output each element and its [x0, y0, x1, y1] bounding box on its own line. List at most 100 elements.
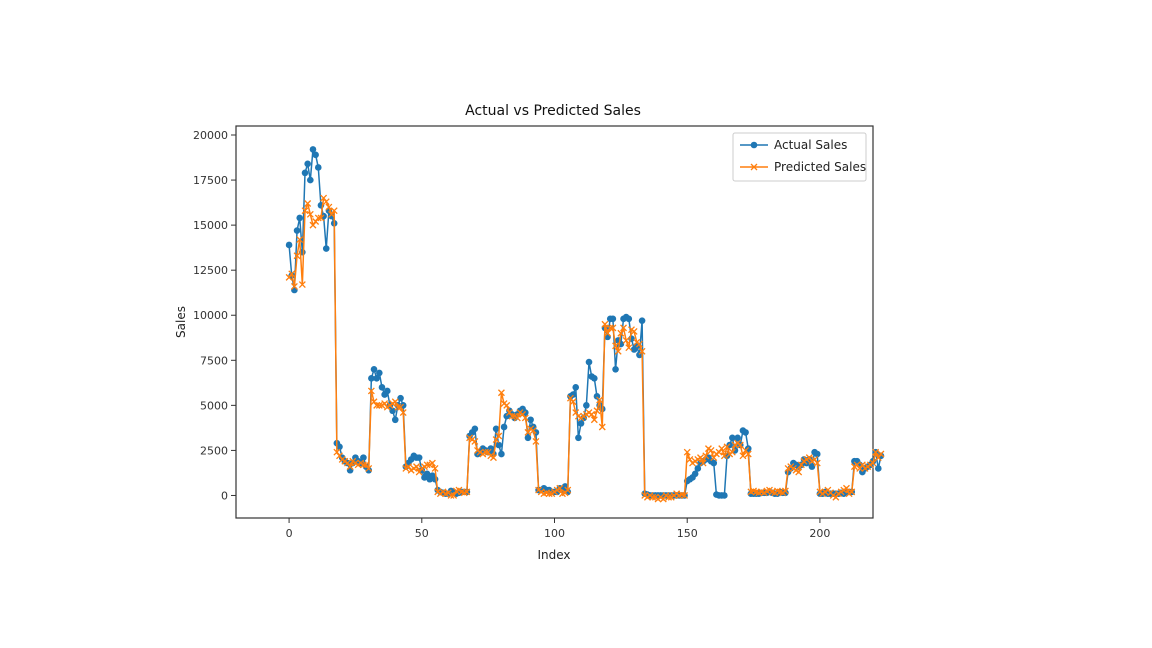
data-point [521, 414, 529, 422]
data-point [649, 493, 657, 501]
data-point [545, 490, 553, 498]
data-point [614, 347, 622, 355]
data-point [497, 389, 505, 397]
y-tick-label: 15000 [193, 219, 228, 232]
data-point [699, 459, 707, 467]
data-point [320, 194, 328, 202]
data-point [635, 340, 643, 348]
data-point [593, 393, 601, 400]
data-point [702, 452, 710, 460]
data-point [325, 203, 333, 211]
data-point [707, 446, 715, 454]
data-point [848, 488, 856, 496]
data-point [328, 210, 336, 218]
data-point [328, 212, 335, 220]
data-point [333, 448, 341, 456]
data-point [681, 492, 689, 499]
x-axis: 0 50 100 150 200 [286, 518, 830, 540]
data-point [524, 434, 532, 442]
data-point [365, 464, 373, 472]
data-point [503, 412, 511, 420]
data-point [593, 407, 601, 415]
data-point [330, 207, 338, 215]
data-point [729, 434, 736, 442]
data-point [397, 394, 404, 402]
legend-marker [750, 141, 758, 149]
data-point [596, 396, 604, 404]
data-point [376, 369, 383, 377]
data-point [368, 375, 375, 382]
data-point [304, 160, 311, 168]
data-point [856, 464, 864, 472]
data-point [482, 448, 489, 456]
data-point [519, 410, 527, 418]
data-point [797, 461, 805, 469]
data-point [399, 409, 407, 417]
data-point [832, 493, 840, 501]
data-point [665, 493, 673, 501]
data-point [742, 429, 749, 436]
series-line [288, 197, 882, 500]
data-point [612, 366, 619, 373]
y-tick-label: 7500 [200, 354, 228, 367]
data-point [301, 169, 309, 177]
data-point [598, 423, 606, 431]
data-point [566, 394, 574, 402]
data-point [471, 437, 479, 445]
data-point [346, 466, 354, 474]
data-point [527, 416, 534, 424]
data-point [336, 452, 343, 460]
data-point [710, 459, 718, 467]
data-point [630, 328, 638, 335]
data-point [858, 461, 866, 469]
data-point [620, 324, 627, 332]
data-point [344, 459, 351, 467]
data-point [569, 391, 577, 398]
data-point [367, 387, 375, 395]
data-point [843, 484, 850, 492]
series-predicted-sales [285, 194, 885, 503]
data-point [431, 464, 439, 472]
data-point [373, 375, 380, 382]
data-point [306, 210, 314, 218]
data-point [373, 401, 381, 409]
data-point [423, 461, 431, 469]
x-tick-label: 50 [415, 527, 429, 540]
data-point [744, 450, 752, 458]
legend: Actual Sales Predicted Sales [732, 132, 867, 182]
data-point [389, 407, 396, 415]
data-point [569, 398, 577, 406]
data-point [495, 432, 503, 440]
data-point [381, 400, 389, 408]
data-point [625, 344, 633, 352]
data-point [874, 454, 882, 462]
data-point [290, 282, 298, 290]
x-tick-label: 200 [809, 527, 830, 540]
data-point [362, 461, 370, 469]
data-point [375, 401, 383, 409]
data-point [423, 470, 431, 478]
data-point [312, 151, 319, 159]
data-point [721, 492, 728, 499]
data-point [529, 427, 537, 435]
series-layer [285, 146, 885, 503]
y-tick-label: 5000 [200, 399, 228, 412]
x-tick-label: 0 [286, 527, 293, 540]
data-point [391, 398, 399, 406]
data-point [718, 445, 726, 453]
data-point [811, 455, 819, 463]
data-point [301, 207, 309, 215]
data-point [415, 468, 423, 476]
data-point [322, 198, 330, 206]
data-point [322, 245, 330, 252]
data-point [572, 409, 580, 417]
data-point [583, 402, 590, 409]
data-point [296, 236, 304, 243]
data-point [505, 409, 513, 417]
legend-entry: Actual Sales [740, 138, 847, 152]
data-point [710, 454, 718, 462]
data-point [739, 452, 747, 460]
data-point [291, 286, 298, 294]
data-point [293, 252, 301, 260]
series-line [288, 148, 882, 497]
